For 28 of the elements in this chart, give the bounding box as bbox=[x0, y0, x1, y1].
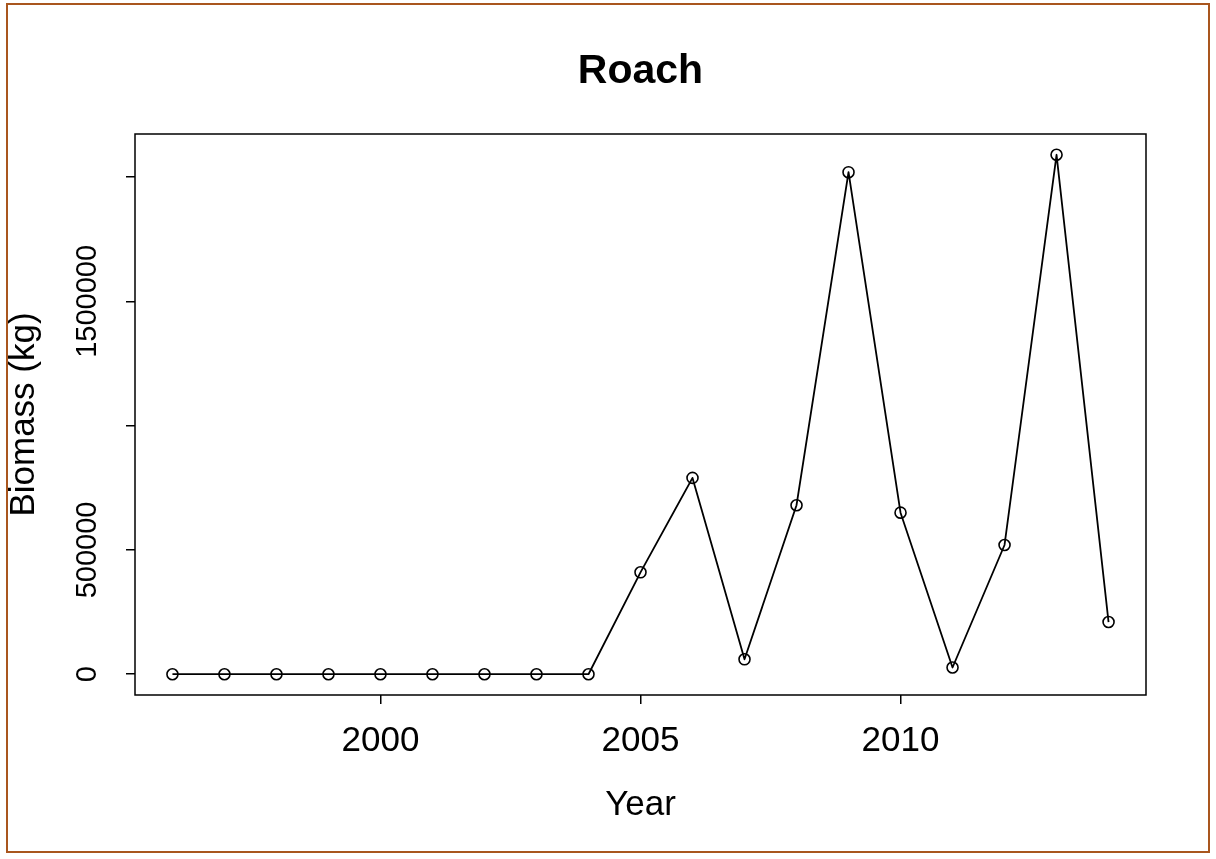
point bbox=[790, 498, 803, 512]
y-tick-label: 500000 bbox=[70, 501, 102, 599]
y-tick-label: 1500000 bbox=[70, 244, 102, 358]
point bbox=[946, 661, 959, 674]
point bbox=[894, 506, 907, 519]
point bbox=[634, 566, 647, 579]
x-tick-label: 2000 bbox=[341, 718, 420, 758]
point bbox=[530, 667, 543, 681]
x-tick-label: 2010 bbox=[861, 718, 940, 758]
point bbox=[686, 471, 699, 485]
x-tick-label: 2005 bbox=[601, 718, 680, 758]
point bbox=[1102, 615, 1115, 629]
point bbox=[582, 667, 595, 681]
y-tick-label: 0 bbox=[70, 666, 102, 683]
chart-title: Roach bbox=[577, 46, 704, 93]
x-axis-title: Year bbox=[605, 782, 677, 822]
point bbox=[374, 667, 387, 681]
point bbox=[842, 165, 855, 179]
point bbox=[322, 667, 335, 681]
point bbox=[738, 653, 751, 666]
y-axis-title: Biomass (kg) bbox=[1, 312, 41, 517]
point bbox=[166, 667, 179, 681]
point bbox=[426, 667, 439, 681]
point bbox=[270, 667, 283, 681]
point bbox=[218, 667, 231, 681]
point bbox=[1050, 148, 1063, 162]
point bbox=[998, 538, 1011, 552]
point bbox=[478, 667, 491, 681]
